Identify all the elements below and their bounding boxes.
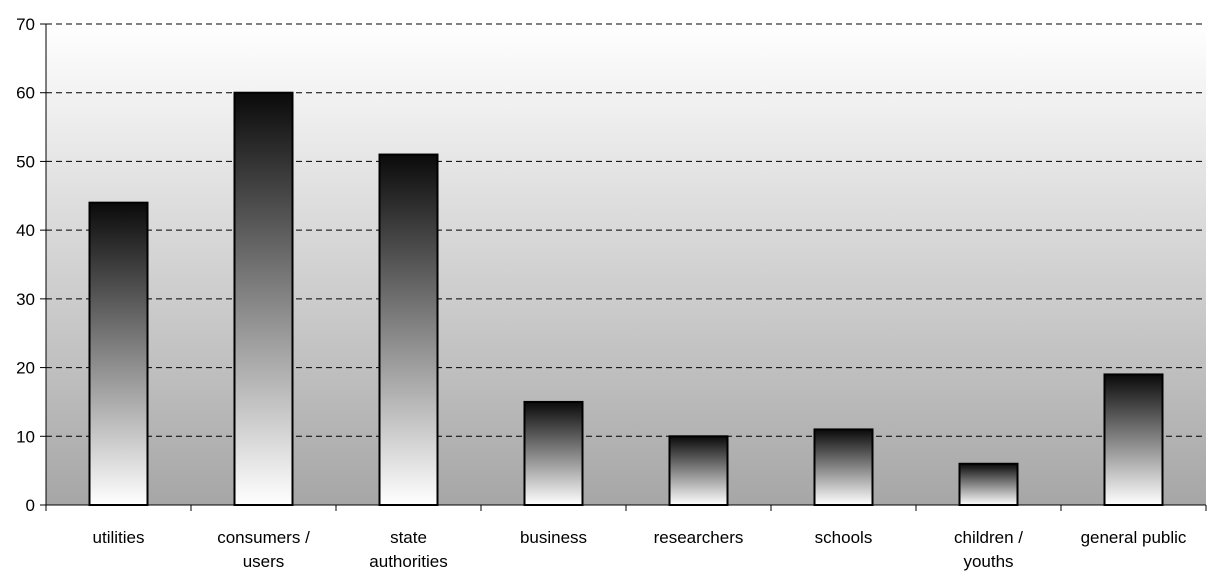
y-axis-ticks: 0 10 20 30 40 50 60 70 <box>16 15 46 515</box>
x-tick-label: schools <box>815 528 873 547</box>
y-tick-label: 20 <box>16 359 35 378</box>
bar-3 <box>523 400 584 506</box>
plot-area <box>46 24 1206 505</box>
y-tick-label: 60 <box>16 84 35 103</box>
x-axis-ticks: utilities consumers / users state authoritie… <box>45 505 1207 571</box>
y-tick-label: 50 <box>16 152 35 171</box>
x-tick-label: youths <box>963 552 1013 571</box>
bar-0 <box>88 201 149 507</box>
x-tick-label: state <box>390 528 427 547</box>
x-tick-label: users <box>243 552 285 571</box>
y-tick-label: 70 <box>16 15 35 34</box>
x-tick-label: consumers / <box>217 528 310 547</box>
x-tick-label: general public <box>1081 528 1187 547</box>
x-tick-label: authorities <box>369 552 447 571</box>
bar-7 <box>1103 373 1164 507</box>
x-tick-label: children / <box>954 528 1023 547</box>
y-tick-label: 40 <box>16 221 35 240</box>
bar-1 <box>233 91 294 506</box>
bar-4 <box>668 435 729 506</box>
bar-6 <box>958 462 1019 506</box>
y-tick-label: 30 <box>16 290 35 309</box>
y-tick-label: 0 <box>26 496 35 515</box>
bar-2 <box>378 153 439 507</box>
y-tick-label: 10 <box>16 427 35 446</box>
x-tick-label: business <box>520 528 587 547</box>
bar-5 <box>813 428 874 506</box>
x-tick-label: researchers <box>654 528 744 547</box>
bars <box>88 91 1164 507</box>
x-tick-label: utilities <box>93 528 145 547</box>
